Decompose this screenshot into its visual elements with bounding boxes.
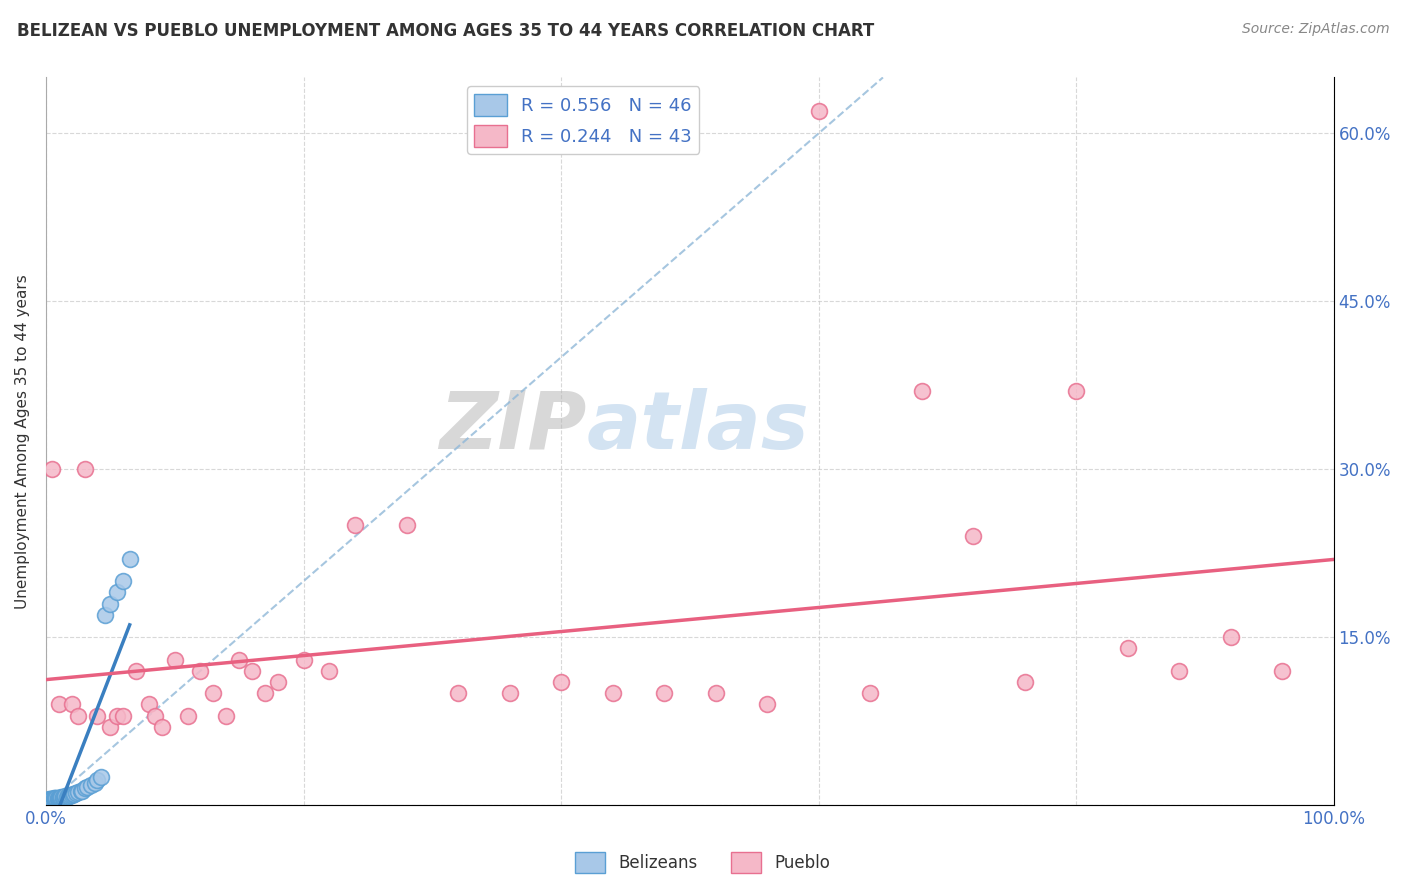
Point xyxy=(94,607,117,622)
Point xyxy=(44,792,66,806)
Point xyxy=(76,780,98,794)
Y-axis label: Unemployment Among Ages 35 to 44 years: Unemployment Among Ages 35 to 44 years xyxy=(15,274,30,608)
Point xyxy=(45,792,67,806)
Point xyxy=(42,791,65,805)
Point xyxy=(38,792,60,806)
Point xyxy=(125,664,148,678)
Point xyxy=(48,698,70,712)
Point xyxy=(498,686,520,700)
Point xyxy=(267,675,290,690)
Point xyxy=(48,791,70,805)
Point xyxy=(190,664,212,678)
Point xyxy=(60,788,83,802)
Point xyxy=(1271,664,1294,678)
Text: atlas: atlas xyxy=(586,388,810,466)
Point xyxy=(83,775,105,789)
Point xyxy=(44,791,66,805)
Point xyxy=(52,791,75,805)
Point xyxy=(118,551,141,566)
Point xyxy=(41,462,63,476)
Point xyxy=(602,686,624,700)
Point xyxy=(550,675,572,690)
Point xyxy=(138,698,160,712)
Point xyxy=(240,664,263,678)
Point xyxy=(48,792,70,806)
Point xyxy=(98,720,121,734)
Point xyxy=(105,708,128,723)
Point xyxy=(105,585,128,599)
Point xyxy=(42,792,65,806)
Legend: Belizeans, Pueblo: Belizeans, Pueblo xyxy=(569,846,837,880)
Point xyxy=(652,686,675,700)
Text: Source: ZipAtlas.com: Source: ZipAtlas.com xyxy=(1241,22,1389,37)
Point xyxy=(52,790,75,805)
Point xyxy=(62,787,84,801)
Point xyxy=(112,708,135,723)
Point xyxy=(65,786,87,800)
Point xyxy=(395,518,418,533)
Point xyxy=(1168,664,1191,678)
Point xyxy=(318,664,340,678)
Point xyxy=(86,773,108,788)
Point xyxy=(112,574,135,589)
Point xyxy=(1116,641,1139,656)
Point xyxy=(73,781,96,796)
Point xyxy=(46,791,69,805)
Text: ZIP: ZIP xyxy=(440,388,586,466)
Point xyxy=(807,103,830,118)
Point xyxy=(60,698,83,712)
Point xyxy=(56,789,79,804)
Point xyxy=(41,792,63,806)
Point xyxy=(53,791,76,805)
Point xyxy=(53,789,76,804)
Point xyxy=(46,792,69,806)
Point xyxy=(49,791,72,805)
Point xyxy=(176,708,198,723)
Point xyxy=(63,787,86,801)
Point xyxy=(98,597,121,611)
Point xyxy=(859,686,882,700)
Point xyxy=(49,791,72,805)
Point xyxy=(70,783,93,797)
Point xyxy=(202,686,225,700)
Point xyxy=(1064,384,1087,398)
Point xyxy=(41,792,63,806)
Point xyxy=(228,652,250,666)
Point xyxy=(69,783,91,797)
Point xyxy=(910,384,932,398)
Point xyxy=(73,462,96,476)
Point xyxy=(704,686,727,700)
Point xyxy=(962,529,984,543)
Text: BELIZEAN VS PUEBLO UNEMPLOYMENT AMONG AGES 35 TO 44 YEARS CORRELATION CHART: BELIZEAN VS PUEBLO UNEMPLOYMENT AMONG AG… xyxy=(17,22,875,40)
Point xyxy=(447,686,470,700)
Point xyxy=(253,686,276,700)
Point xyxy=(51,791,73,805)
Point xyxy=(59,788,82,802)
Point xyxy=(58,789,80,804)
Point xyxy=(67,708,90,723)
Point xyxy=(145,708,167,723)
Point xyxy=(756,698,779,712)
Point xyxy=(1219,630,1241,644)
Point xyxy=(51,790,73,805)
Point xyxy=(163,652,186,666)
Point xyxy=(150,720,173,734)
Point xyxy=(90,770,112,784)
Point xyxy=(292,652,315,666)
Point xyxy=(38,792,60,806)
Point xyxy=(39,792,62,806)
Point xyxy=(80,778,103,792)
Point xyxy=(53,790,76,805)
Point xyxy=(55,790,77,805)
Point xyxy=(67,784,90,798)
Point xyxy=(343,518,366,533)
Legend: R = 0.556   N = 46, R = 0.244   N = 43: R = 0.556 N = 46, R = 0.244 N = 43 xyxy=(467,87,699,154)
Point xyxy=(86,708,108,723)
Point xyxy=(1014,675,1036,690)
Point xyxy=(45,791,67,805)
Point xyxy=(215,708,238,723)
